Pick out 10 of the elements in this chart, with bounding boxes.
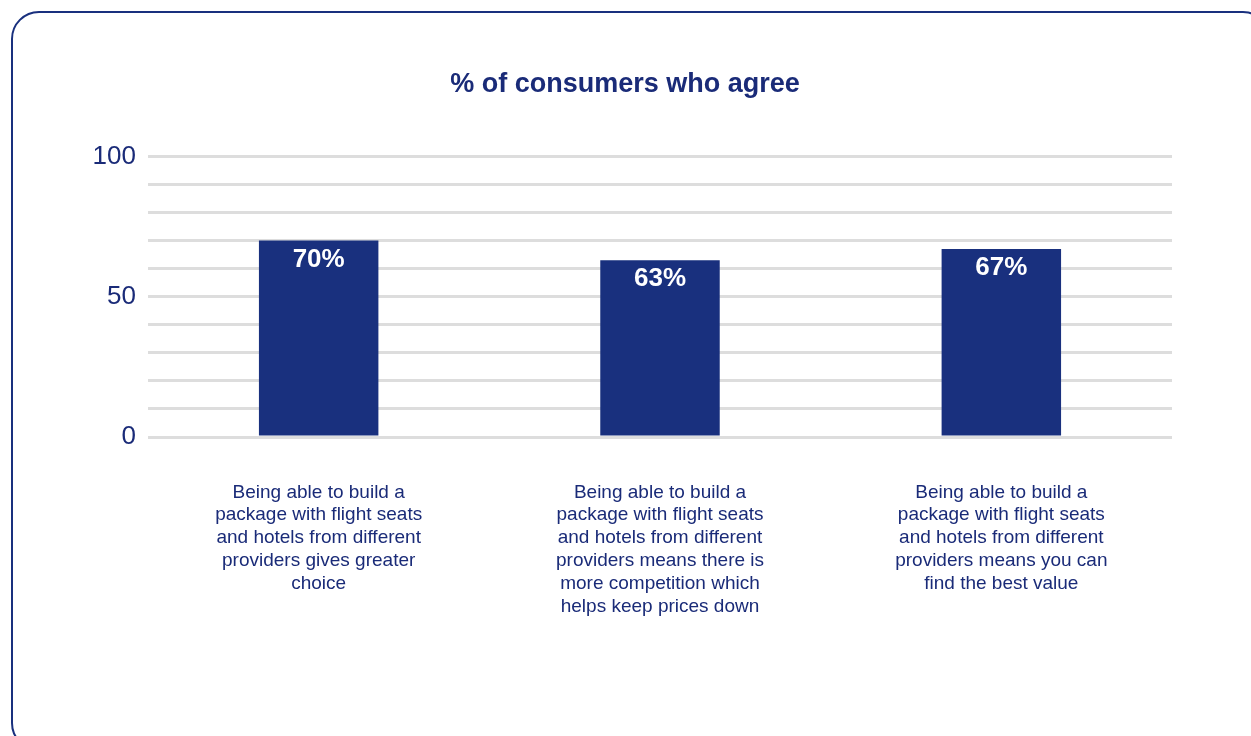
- y-tick-label: 100: [92, 139, 136, 170]
- y-tick-label: 50: [107, 279, 136, 310]
- chart-title: % of consumers who agree: [450, 67, 800, 98]
- x-tick-label: Being able to build a package with flight seats and hotels from different providers gives greater choice: [215, 480, 423, 593]
- y-tick-label: 0: [121, 420, 136, 451]
- data-label: 70%: [292, 242, 345, 273]
- x-tick-label: Being able to build a package with flight seats and hotels from different providers means there is more competition which helps keep prices down: [555, 480, 765, 616]
- data-label: 67%: [975, 251, 1028, 282]
- data-label: 63%: [633, 262, 687, 293]
- x-tick-label: Being able to build a package with flight seats and hotels from different providers means you can find the best value: [895, 480, 1108, 593]
